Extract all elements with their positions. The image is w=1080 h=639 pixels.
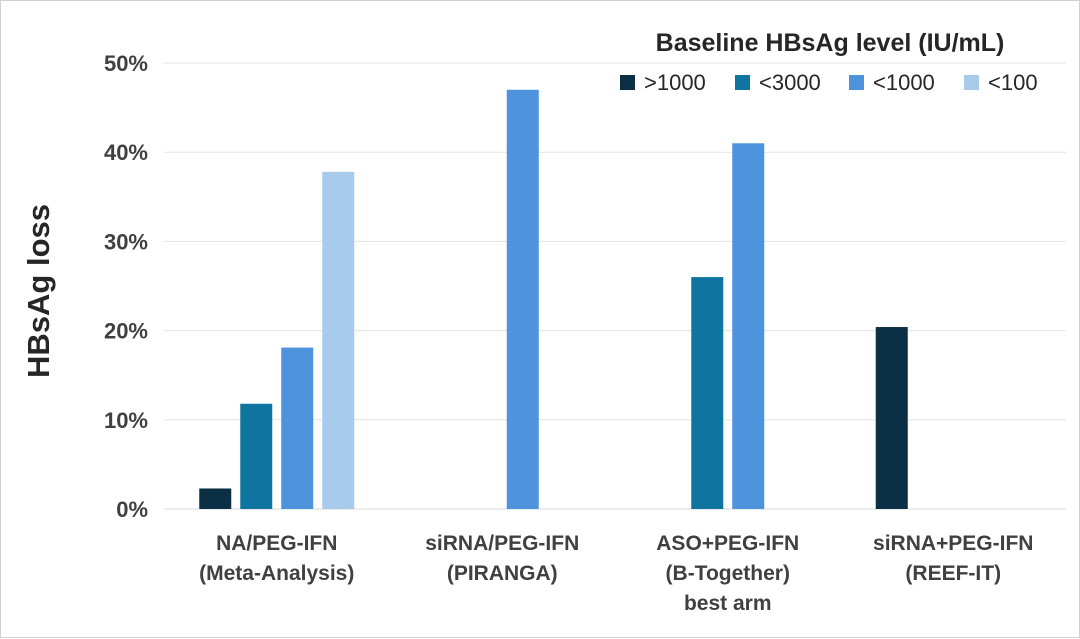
category-label: (REEF-IT) bbox=[905, 562, 1001, 585]
y-tick-labels: 0% 10% 20% 30% 40% 50% bbox=[104, 51, 148, 522]
bars bbox=[199, 89, 908, 509]
category-label: (B-Together) bbox=[666, 562, 790, 585]
legend-swatch bbox=[964, 75, 979, 90]
category-label: (Meta-Analysis) bbox=[199, 562, 354, 585]
legend-entry: <1000 bbox=[873, 70, 935, 95]
category-label: best arm bbox=[684, 592, 772, 615]
bar bbox=[281, 347, 314, 509]
bar bbox=[199, 488, 232, 509]
bar bbox=[240, 403, 273, 509]
legend-swatch bbox=[735, 75, 750, 90]
category-label: NA/PEG-IFN bbox=[216, 532, 337, 555]
category-label: (PIRANGA) bbox=[447, 562, 558, 585]
legend-title: Baseline HBsAg level (IU/mL) bbox=[656, 29, 1005, 57]
category-label: siRNA/PEG-IFN bbox=[425, 532, 579, 555]
bar bbox=[506, 89, 539, 509]
y-tick-label: 20% bbox=[104, 319, 148, 344]
bar bbox=[691, 277, 724, 509]
y-tick-label: 30% bbox=[104, 229, 148, 254]
category-label: siRNA+PEG-IFN bbox=[873, 532, 1033, 555]
y-tick-label: 40% bbox=[104, 140, 148, 165]
y-tick-label: 0% bbox=[116, 497, 148, 522]
y-tick-label: 10% bbox=[104, 408, 148, 433]
y-tick-label: 50% bbox=[104, 51, 148, 76]
legend-entry: >1000 bbox=[644, 70, 706, 95]
bar bbox=[322, 171, 355, 509]
legend-swatch bbox=[849, 75, 864, 90]
category-labels: NA/PEG-IFN (Meta-Analysis) siRNA/PEG-IFN (P… bbox=[199, 532, 1033, 615]
bar bbox=[732, 143, 765, 509]
y-axis-label: HBsAg loss bbox=[21, 204, 56, 378]
gridlines bbox=[164, 62, 1066, 510]
bar bbox=[875, 327, 908, 509]
legend-entry: <3000 bbox=[759, 70, 821, 95]
category-label: ASO+PEG-IFN bbox=[656, 532, 799, 555]
legend: Baseline HBsAg level (IU/mL) >1000 <3000 <… bbox=[620, 29, 1038, 95]
legend-entry: <100 bbox=[988, 70, 1038, 95]
legend-swatch bbox=[620, 75, 635, 90]
